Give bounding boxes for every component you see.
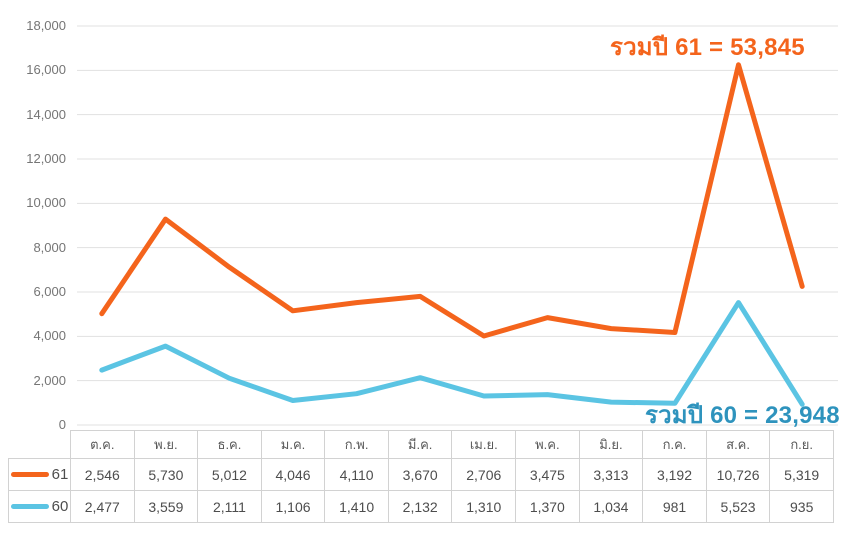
y-axis-tick-label: 14,000 <box>26 106 66 122</box>
value-cell-60: 5,523 <box>705 490 771 523</box>
value-cell-60: 981 <box>642 490 707 523</box>
value-cell-60: 935 <box>769 490 834 523</box>
value-cell-60: 1,034 <box>578 490 644 523</box>
table-corner-blank <box>9 431 71 459</box>
value-cell-61: 10,726 <box>705 458 771 491</box>
value-cell-61: 2,546 <box>70 458 135 491</box>
value-cell-60: 2,477 <box>70 490 135 523</box>
series-60-line <box>99 300 805 407</box>
legend-line-swatch-61 <box>10 472 49 477</box>
month-header-cell: ก.ค. <box>642 430 707 459</box>
month-header-cell: ม.ค. <box>260 430 326 459</box>
months-header-row: ต.ค. พ.ย. ธ.ค. ม.ค. ก.พ. มี.ค. เม.ย. พ.ค. มิ.ย. ก… <box>9 430 834 459</box>
series-row-60: 60 2,477 3,559 2,111 1,106 1,410 2,132 1,310 1,3… <box>8 490 834 523</box>
total-61-annotation: รวมปี 61 = 53,845 <box>610 34 805 61</box>
y-axis-tick-label: 12,000 <box>26 151 66 166</box>
legend-cell-60: 60 <box>8 490 71 523</box>
month-header-cell: ก.พ. <box>324 430 389 459</box>
month-header-cell: พ.ย. <box>133 430 199 459</box>
gridlines <box>77 25 838 426</box>
month-header-cell: ธ.ค. <box>197 430 262 459</box>
value-cell-61: 5,730 <box>133 458 199 491</box>
value-cell-61: 4,110 <box>324 458 389 491</box>
value-cell-61: 3,475 <box>515 458 580 491</box>
value-cell-61: 3,670 <box>387 458 453 491</box>
month-header-cell: มิ.ย. <box>578 430 644 459</box>
value-cell-60: 1,310 <box>451 490 517 523</box>
value-cell-60: 1,106 <box>260 490 326 523</box>
y-axis-tick-label: 0 <box>58 417 66 432</box>
value-cell-61: 3,313 <box>578 458 644 491</box>
y-axis-tick-label: 16,000 <box>26 62 66 78</box>
series-row-61: 61 2,546 5,730 5,012 4,046 4,110 3,670 2,706 3,4… <box>8 458 834 491</box>
value-cell-61: 3,192 <box>642 458 707 491</box>
value-cell-60: 2,111 <box>197 490 262 523</box>
value-cell-60: 1,410 <box>324 490 389 523</box>
total-60-annotation: รวมปี 60 = 23,948 <box>645 402 840 429</box>
data-table: ต.ค. พ.ย. ธ.ค. ม.ค. ก.พ. มี.ค. เม.ย. พ.ค. มิ.ย. ก… <box>8 430 834 523</box>
series-61-line <box>99 62 805 339</box>
legend-label: 61 <box>51 466 69 483</box>
month-header-cell: เม.ย. <box>451 430 517 459</box>
y-axis-tick-label: 4,000 <box>33 328 66 344</box>
month-header-cell: ก.ย. <box>769 430 834 459</box>
month-header-cell: มี.ค. <box>387 430 453 459</box>
legend-line-swatch-60 <box>10 504 49 509</box>
month-header-cell: ส.ค. <box>705 430 771 459</box>
y-axis-tick-label: 2,000 <box>33 372 66 388</box>
legend-entry: 61 <box>9 466 70 483</box>
legend-entry: 60 <box>9 498 70 515</box>
legend-cell-61: 61 <box>8 458 71 491</box>
y-axis-tick-label: 6,000 <box>33 284 66 299</box>
value-cell-61: 2,706 <box>451 458 517 491</box>
y-axis-tick-label: 10,000 <box>26 195 66 211</box>
value-cell-60: 3,559 <box>133 490 199 523</box>
legend-label: 60 <box>51 498 69 515</box>
value-cell-60: 2,132 <box>387 490 453 523</box>
value-cell-61: 5,012 <box>197 458 262 491</box>
y-axis-tick-label: 8,000 <box>33 239 66 255</box>
month-header-cell: ต.ค. <box>70 430 135 459</box>
month-header-cell: พ.ค. <box>515 430 580 459</box>
y-axis-tick-label: 18,000 <box>26 18 66 33</box>
value-cell-60: 1,370 <box>515 490 580 523</box>
value-cell-61: 5,319 <box>769 458 834 491</box>
value-cell-61: 4,046 <box>260 458 326 491</box>
